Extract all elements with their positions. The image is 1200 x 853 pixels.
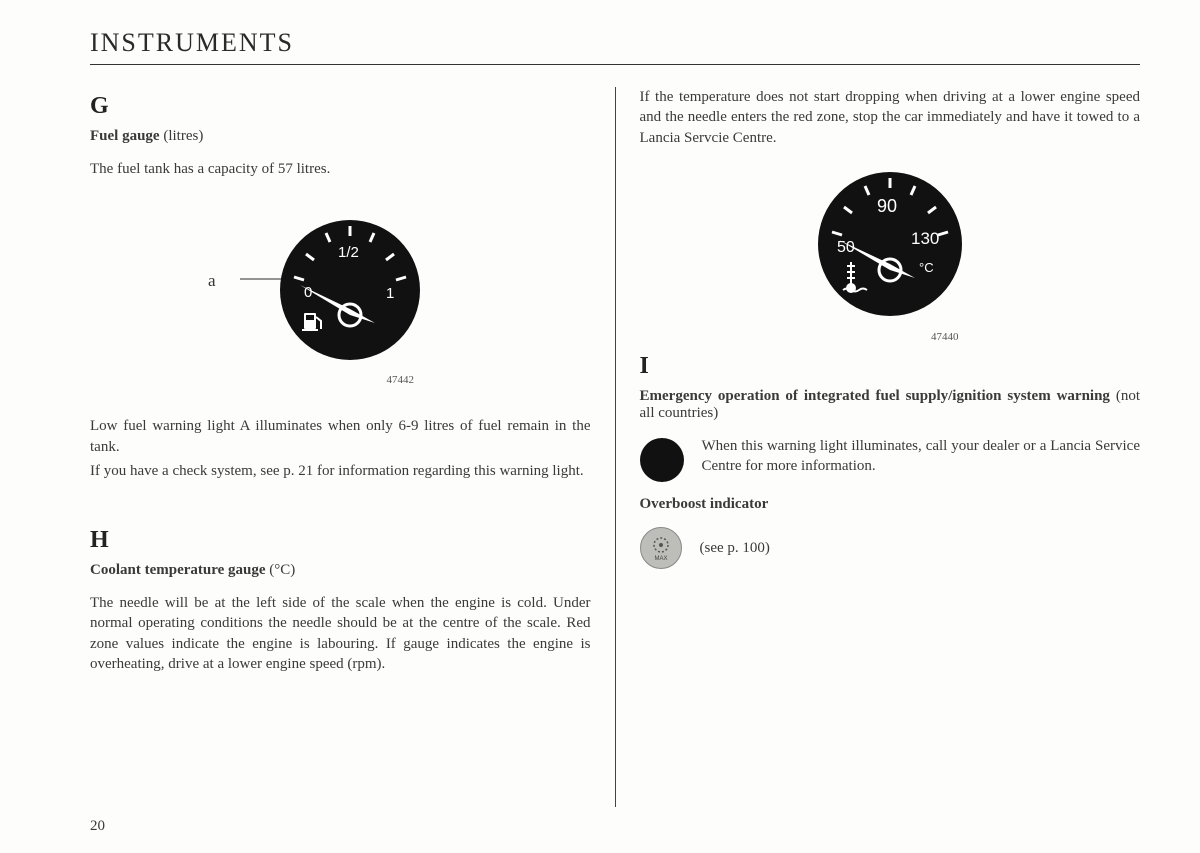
svg-text:0: 0 [304,284,312,301]
coolant-subhead: Coolant temperature gauge (°C) [90,562,591,579]
overboost-indicator-row: MAX (see p. 100) [640,527,1141,569]
low-fuel-text: Low fuel warning light A illuminates whe… [90,416,591,457]
warning-light-icon [640,438,684,482]
coolant-subhead-rest: (°C) [266,562,296,578]
page-number: 20 [90,818,105,835]
svg-text:90: 90 [877,196,897,216]
title-rule [90,64,1140,65]
callout-a-label: a [208,271,216,291]
fuel-gauge-subhead-bold: Fuel gauge [90,128,160,144]
check-system-text: If you have a check system, see p. 21 fo… [90,461,591,481]
fuel-capacity-text: The fuel tank has a capacity of 57 litre… [90,159,591,179]
emergency-warn-text: When this warning light illuminates, cal… [702,436,1141,477]
section-letter-i: I [640,353,1141,380]
fuel-gauge-subhead-rest: (litres) [160,128,204,144]
fuel-gauge-subhead: Fuel gauge (litres) [90,128,591,145]
emergency-subhead: Emergency operation of integrated fuel s… [640,388,1141,422]
svg-text:MAX: MAX [654,556,667,562]
emergency-indicator-row: When this warning light illuminates, cal… [640,436,1141,482]
section-letter-h: H [90,527,591,554]
svg-text:°C: °C [919,260,934,275]
emergency-subhead-bold: Emergency operation of integrated fuel s… [640,388,1110,404]
fuel-gauge-figure: a [90,205,591,386]
fuel-gauge-icon: 0 1/2 1 [240,205,440,365]
page-title: INSTRUMENTS [90,28,1140,58]
overboost-head-bold: Overboost indicator [640,496,769,512]
section-letter-g: G [90,93,591,120]
coolant-body-text: The needle will be at the left side of t… [90,593,591,674]
temp-gauge-figure: 50 90 130 °C [640,162,1141,343]
overboost-head: Overboost indicator [640,496,1141,513]
svg-text:1: 1 [386,285,394,302]
svg-text:130: 130 [911,229,939,248]
temp-gauge-icon: 50 90 130 °C [805,162,975,322]
manual-page: INSTRUMENTS G Fuel gauge (litres) The fu… [0,0,1200,853]
temp-gauge-caption: 47440 [750,331,1141,343]
overboost-icon: MAX [640,527,682,569]
two-column-layout: G Fuel gauge (litres) The fuel tank has … [90,87,1140,807]
fuel-gauge-caption: 47442 [210,374,591,386]
coolant-subhead-bold: Coolant temperature gauge [90,562,266,578]
temp-warning-text: If the temperature does not start droppi… [640,87,1141,148]
svg-text:1/2: 1/2 [338,244,359,261]
left-column: G Fuel gauge (litres) The fuel tank has … [90,87,615,807]
overboost-ref: (see p. 100) [700,538,770,558]
right-column: If the temperature does not start droppi… [615,87,1141,807]
